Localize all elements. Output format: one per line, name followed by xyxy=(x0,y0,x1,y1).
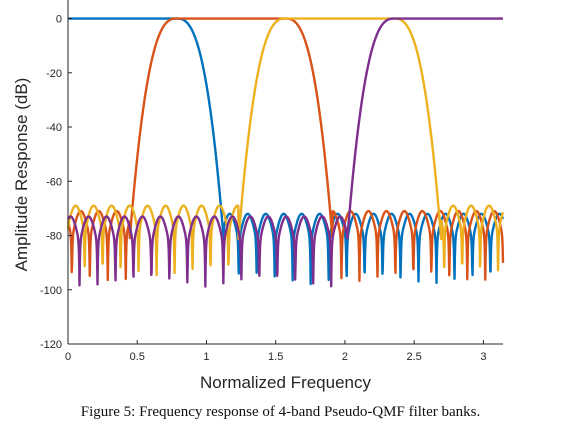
series-lines xyxy=(66,17,505,288)
x-tick-label: 3 xyxy=(480,351,486,363)
y-tick-label: -60 xyxy=(46,176,62,188)
axes xyxy=(67,0,503,345)
x-tick-label: 2.5 xyxy=(407,351,422,363)
y-tick-label: -20 xyxy=(46,68,62,80)
series-line-1 xyxy=(67,17,505,286)
y-tick-label: -120 xyxy=(40,339,62,351)
x-tick-label: 1.5 xyxy=(268,351,283,363)
y-tick-label: 0 xyxy=(56,14,62,26)
x-tick-label: 2 xyxy=(342,351,348,363)
y-tick-label: -100 xyxy=(40,285,62,297)
figure-caption: Figure 5: Frequency response of 4-band P… xyxy=(80,404,481,420)
series-line-4 xyxy=(66,17,504,288)
x-axis-label: Normalized Frequency xyxy=(200,373,372,392)
series-line-3 xyxy=(66,17,505,277)
tick-labels: 0 0.5 1 1.5 2 2.5 3 0 -20 -40 -60 -80 -100 -120 xyxy=(40,14,486,363)
y-tick-label: -40 xyxy=(46,122,62,134)
y-axis-label: Amplitude Response (dB) xyxy=(12,78,31,272)
x-tick-label: 0.5 xyxy=(130,351,145,363)
x-tick-label: 1 xyxy=(203,351,209,363)
y-tick-label: -80 xyxy=(46,231,62,243)
x-tick-label: 0 xyxy=(65,351,71,363)
